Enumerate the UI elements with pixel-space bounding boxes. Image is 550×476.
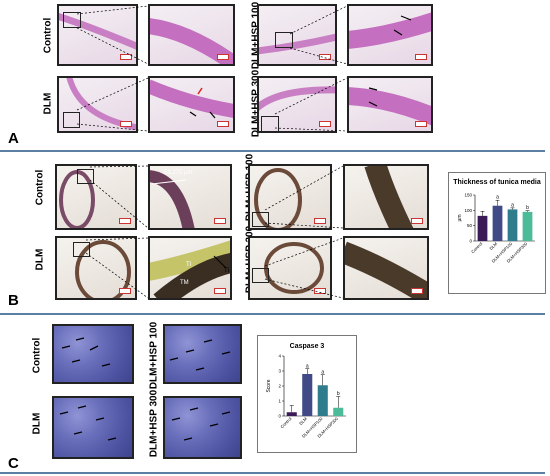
micrograph-a-dlm-high (148, 76, 235, 133)
micrograph-a-hsp100-high (347, 4, 433, 66)
micrograph-c-dlm (52, 396, 134, 459)
micrograph-b-dlm-low (55, 236, 137, 300)
micrograph-a-control-high (148, 4, 235, 66)
panel-letter-c: C (8, 455, 19, 472)
y-axis-label: µm (457, 214, 463, 221)
bar (477, 215, 488, 241)
row-label-dlm-c: DLM (31, 412, 43, 435)
bar (317, 385, 328, 416)
row-label-dlm-a: DLM (42, 92, 54, 115)
tm-label: TM (180, 280, 189, 286)
panel-letter-b: B (8, 292, 19, 309)
micrograph-b-hsp300-high (343, 236, 429, 300)
micrograph-b-dlm-high: TM TI TI (148, 236, 232, 300)
chart-tunica-media: Thickness of tunica media 0 50 100 150 µm Con… (448, 172, 546, 294)
micrograph-c-hsp300 (163, 396, 242, 459)
y-tick-label: 0 (278, 414, 281, 419)
measurement-label: 53.275 µm (164, 170, 193, 176)
category-label: Control (279, 416, 292, 429)
ti-label-1: TI (186, 262, 192, 268)
y-tick-label: 2 (278, 384, 281, 389)
bar-chart-tunica: 050100150µmControlaDLMaDLM+HSP100bDLM+HS… (457, 193, 535, 264)
bar (522, 211, 533, 241)
row-label-dlm-b: DLM (34, 248, 46, 271)
significance-label: a (321, 369, 324, 375)
y-tick-label: 50 (467, 223, 473, 228)
row-label-control-b: Control (34, 169, 46, 206)
panel-letter-a: A (8, 130, 19, 147)
divider-b (0, 313, 545, 315)
y-tick-label: 0 (469, 239, 472, 244)
row-label-control-c: Control (31, 337, 43, 374)
divider-a (0, 150, 545, 152)
micrograph-b-control-high: 53.275 µm (148, 164, 232, 230)
row-label-dlm-hsp300-c: DLM+HSP 300 (148, 389, 160, 458)
micrograph-b-hsp100-low (248, 164, 332, 230)
micrograph-a-hsp300-high (347, 76, 433, 133)
bar (302, 374, 313, 416)
y-axis-label: Score (266, 379, 272, 392)
micrograph-b-hsp100-high (343, 164, 429, 230)
row-label-control-a: Control (42, 17, 54, 54)
chart-title-caspase: Caspase 3 (289, 343, 325, 350)
micrograph-a-control-low (57, 4, 138, 66)
micrograph-a-hsp100-low (257, 4, 337, 66)
bar (507, 209, 518, 241)
bar (492, 205, 503, 241)
y-tick-label: 4 (278, 354, 281, 359)
divider-c (0, 472, 545, 474)
micrograph-b-control-low (55, 164, 137, 230)
significance-label: a (511, 202, 514, 208)
chart-title-tunica: Thickness of tunica media (453, 179, 541, 186)
significance-label: b (526, 205, 529, 211)
bar (286, 412, 297, 416)
ti-label-2: TI (224, 268, 230, 274)
significance-label: b (337, 391, 340, 397)
significance-label: a (496, 195, 499, 201)
significance-label: a (306, 363, 309, 369)
category-label: Control (470, 241, 483, 254)
micrograph-c-control (52, 324, 134, 384)
category-label: DLM (488, 241, 498, 251)
micrograph-b-hsp300-low (248, 236, 332, 300)
micrograph-a-dlm-low (57, 76, 138, 133)
micrograph-a-hsp300-low (257, 76, 337, 133)
y-tick-label: 150 (464, 193, 472, 198)
category-label: DLM (298, 416, 308, 426)
y-tick-label: 3 (278, 369, 281, 374)
y-tick-label: 100 (464, 208, 472, 213)
micrograph-c-hsp100 (163, 324, 242, 384)
bar-chart-caspase: 01234ScoreControlaDLMaDLM+HSP100bDLM+HSP… (266, 354, 346, 439)
y-tick-label: 1 (278, 399, 281, 404)
bar (333, 407, 344, 416)
chart-caspase3: Caspase 3 0 1 2 3 4 Score Control a DLM a DLM+HSP1… (257, 335, 357, 453)
